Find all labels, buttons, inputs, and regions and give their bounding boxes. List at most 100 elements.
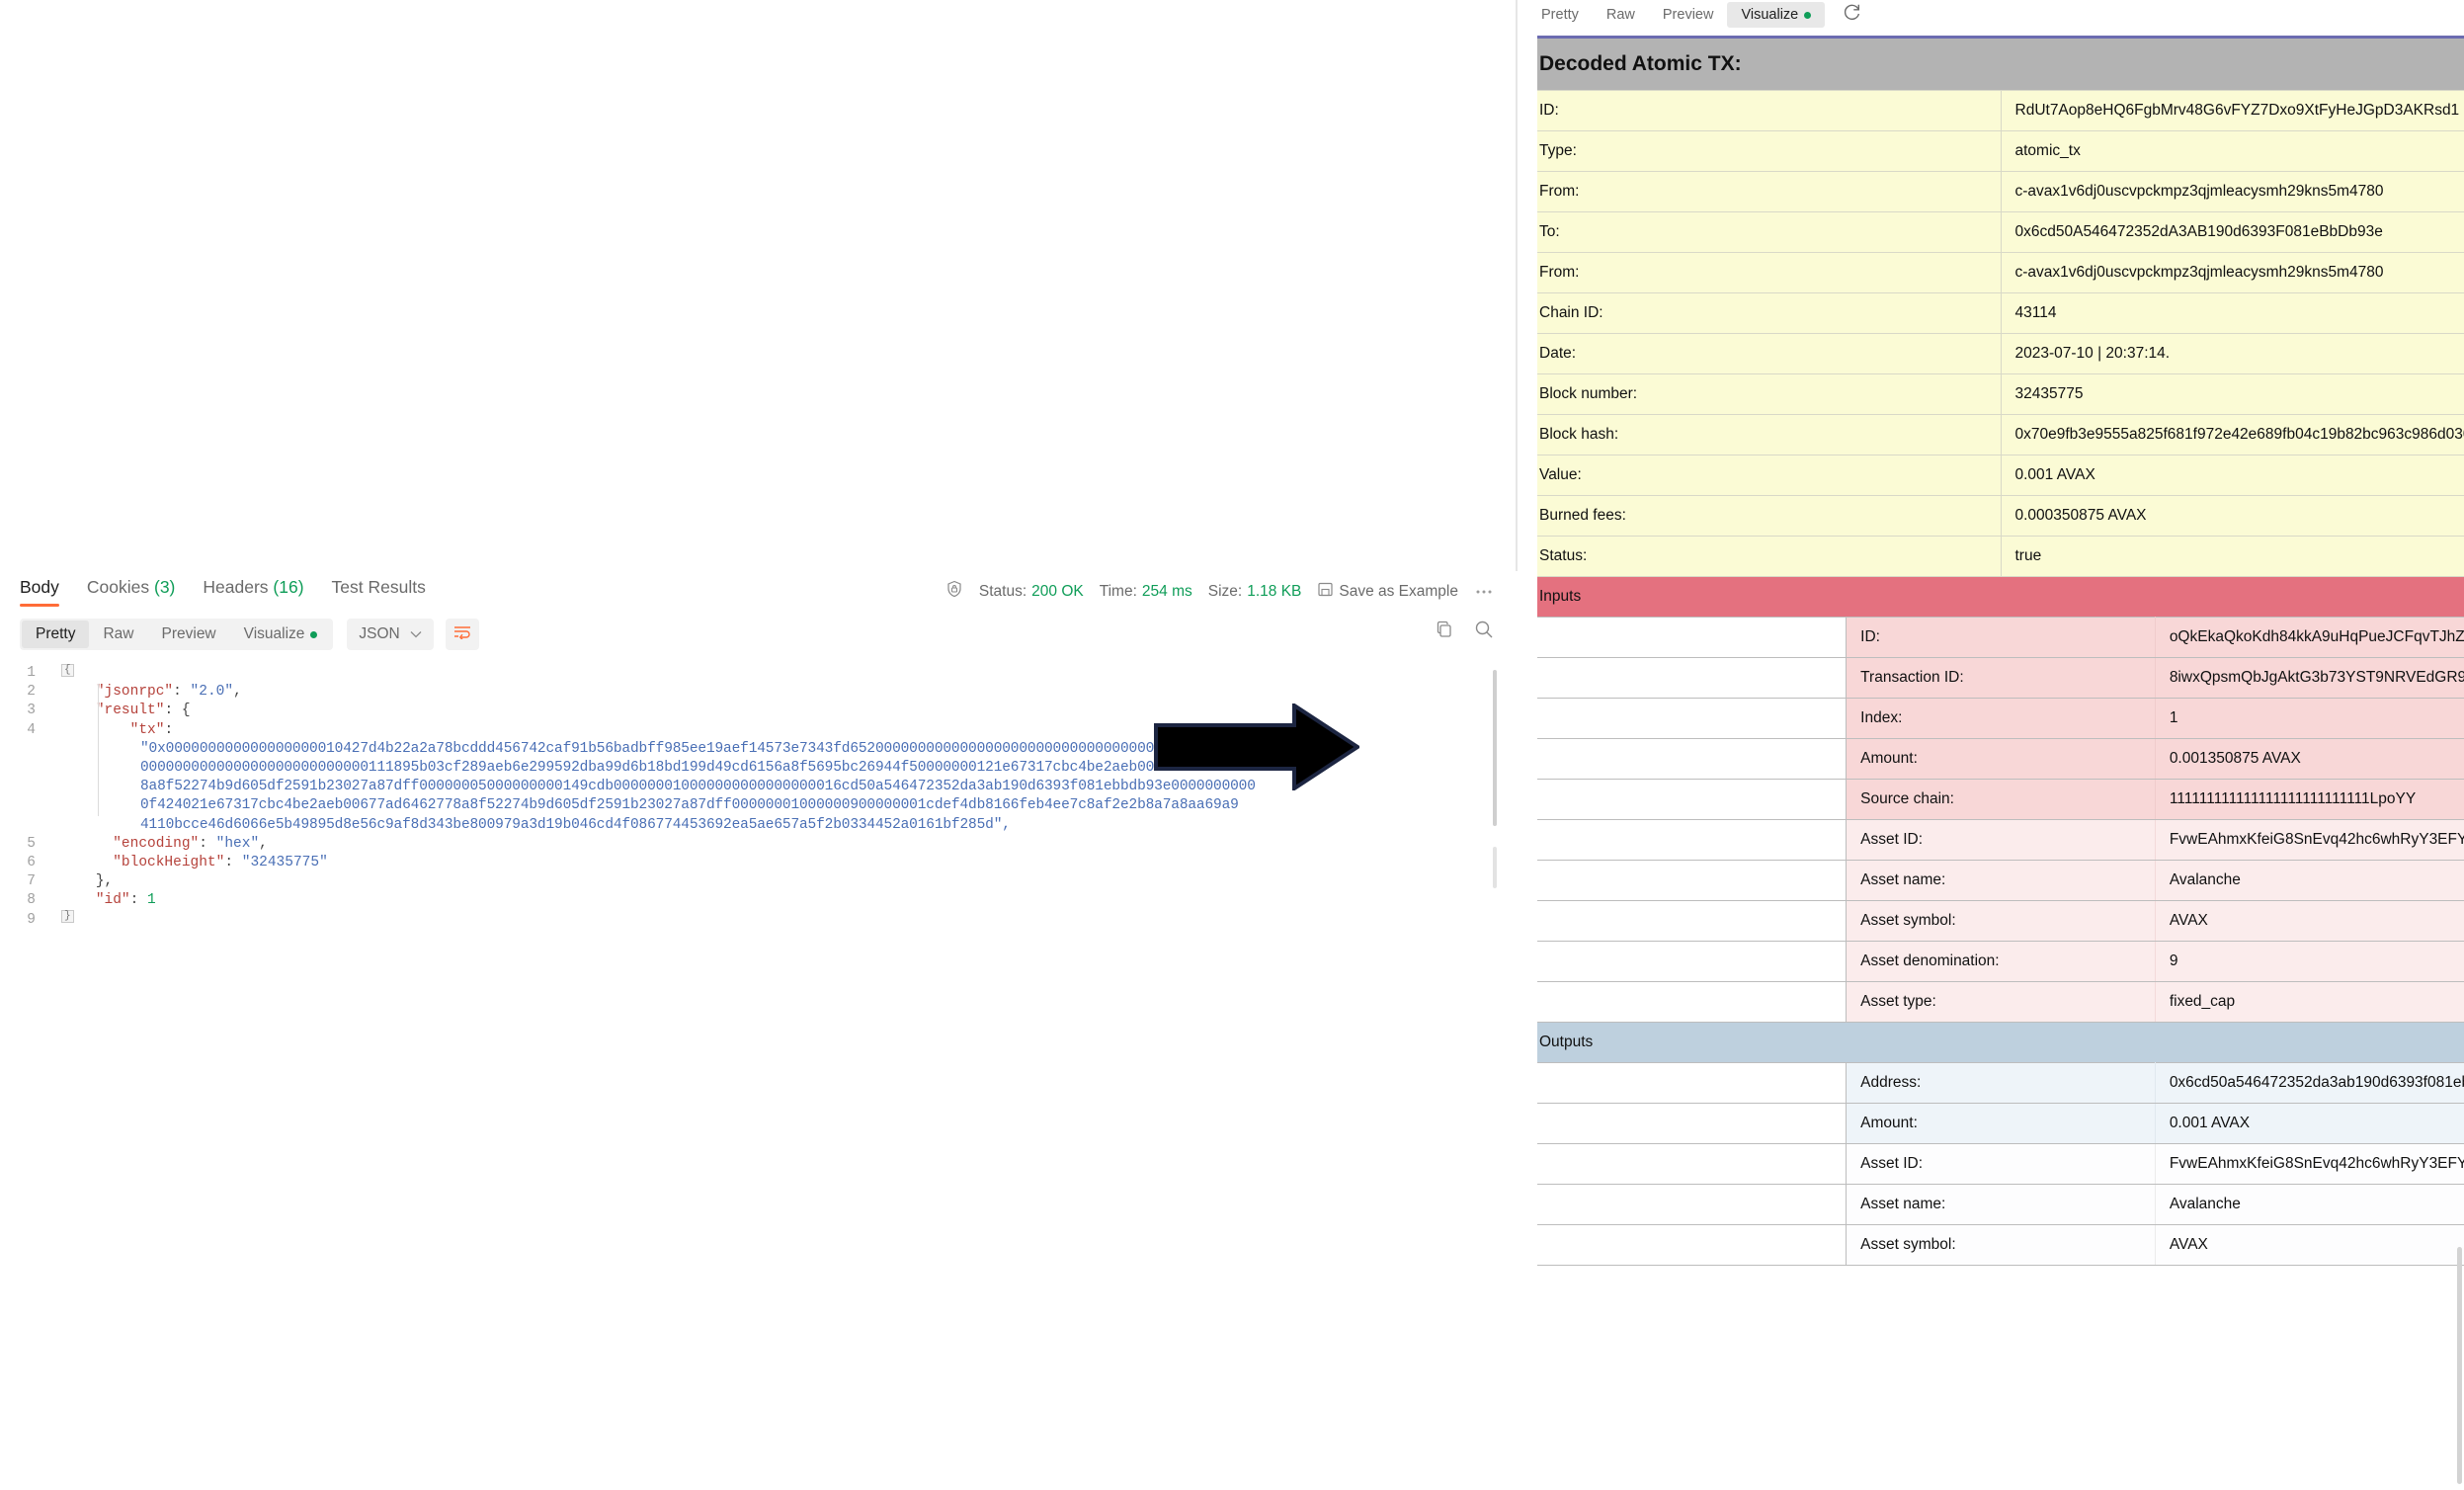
table-row: Chain ID: 43114 <box>1537 292 2464 334</box>
output-value-asset-symbol: AVAX <box>2155 1224 2464 1266</box>
status-group: Status: 200 OK <box>979 583 1084 601</box>
viewmode-visualize[interactable]: Visualize <box>230 621 332 648</box>
tab-cookies[interactable]: Cookies (3) <box>87 577 176 607</box>
tab-test-results-label: Test Results <box>331 577 426 597</box>
input-value-id: oQkEkaQkoKdh84kkA9uHqPueJCFqvTJhZKEEzUcq… <box>2155 617 2464 658</box>
input-value-asset-name: Avalanche <box>2155 860 2464 901</box>
input-value-amount: 0.001350875 AVAX <box>2155 738 2464 780</box>
tab-test-results[interactable]: Test Results <box>332 577 426 607</box>
table-row: ID: RdUt7Aop8eHQ6FgbMrv48G6vFYZ7Dxo9XtFy… <box>1537 90 2464 131</box>
row-spacer <box>1537 1143 1848 1185</box>
json-value: { <box>181 703 191 719</box>
shield-lock-icon <box>945 580 963 603</box>
tx-hex-line: 0f424021e67317cbc4be2aeb00677ad6462778a8… <box>140 797 1239 814</box>
ellipsis-icon[interactable] <box>1474 583 1494 601</box>
wrap-lines-icon <box>453 625 471 644</box>
row-value-status: true <box>2001 536 2464 577</box>
response-tabs: Body Cookies (3) Headers (16) Test Resul… <box>0 571 1518 613</box>
status-label: Status: <box>978 582 1027 600</box>
inputs-section-title: Inputs <box>1537 577 2464 618</box>
tab-headers[interactable]: Headers (16) <box>203 577 303 607</box>
table-row: Asset ID: FvwEAhmxKfeiG8SnEvq42hc6whRyY3… <box>1537 1143 2464 1185</box>
line-number: 5 <box>27 835 36 852</box>
viz-tab-visualize[interactable]: Visualize <box>1727 2 1826 28</box>
save-as-example-button[interactable]: Save as Example <box>1317 581 1458 603</box>
format-select[interactable]: JSON <box>347 619 434 650</box>
tx-hex-line: "0x000000000000000000010427d4b22a2a78bcd… <box>140 740 1298 757</box>
tab-body[interactable]: Body <box>20 577 59 607</box>
row-value-burned-fees: 0.000350875 AVAX <box>2001 495 2464 537</box>
wrap-lines-button[interactable] <box>445 619 479 650</box>
outputs-table: Outputs Address: 0x6cd50a546472352da3ab1… <box>1537 1023 2464 1266</box>
json-brace: }, <box>95 873 114 890</box>
visualizer-iframe-content: Decoded Atomic TX: ID: RdUt7Aop8eHQ6FgbM… <box>1537 36 2464 1490</box>
input-value-asset-type: fixed_cap <box>2155 981 2464 1023</box>
input-label-index: Index: <box>1846 698 2156 739</box>
page-title: Decoded Atomic TX: <box>1537 36 2464 91</box>
json-sep: : <box>224 854 242 870</box>
viz-tab-raw-label: Raw <box>1605 7 1635 23</box>
row-value-chain-id: 43114 <box>2001 292 2464 334</box>
viz-tab-preview[interactable]: Preview <box>1649 2 1728 28</box>
table-row: To: 0x6cd50A546472352dA3AB190d6393F081eB… <box>1537 211 2464 253</box>
row-spacer <box>1537 1103 1848 1144</box>
json-key: "id" <box>95 892 130 909</box>
tab-cookies-label: Cookies <box>86 577 150 597</box>
output-label-asset-name: Asset name: <box>1846 1184 2156 1225</box>
response-status-bar: Status: 200 OK Time: 254 ms Size: 1.18 K… <box>945 580 1494 603</box>
code-wrap: 1 2 3 4 5 6 7 8 9 { "json <box>0 664 1498 930</box>
viewmode-visualize-label: Visualize <box>243 625 305 642</box>
row-spacer <box>1537 981 1848 1023</box>
time-group: Time: 254 ms <box>1100 583 1192 601</box>
row-spacer <box>1537 941 1848 982</box>
json-sep: : <box>164 721 174 738</box>
row-spacer <box>1537 1184 1848 1225</box>
table-row: From: c-avax1v6dj0uscvpckmpz3qjmleacysmh… <box>1537 252 2464 293</box>
viz-tab-raw[interactable]: Raw <box>1593 2 1649 28</box>
viewmode-preview[interactable]: Preview <box>148 621 230 648</box>
table-row: Address: 0x6cd50a546472352da3ab190d6393f… <box>1537 1062 2464 1104</box>
row-value-block-number: 32435775 <box>2001 373 2464 415</box>
visualizer-pane: Pretty Raw Preview Visualize D <box>1519 0 2464 1490</box>
table-row: Transaction ID: 8iwxQpsmQbJgAktG3b73YST9… <box>1537 657 2464 699</box>
right-arrow-icon <box>1154 702 1361 792</box>
viewmode-raw[interactable]: Raw <box>89 621 147 648</box>
table-row: Burned fees: 0.000350875 AVAX <box>1537 495 2464 537</box>
json-sep: : <box>173 684 191 701</box>
tab-headers-count: (16) <box>273 577 304 597</box>
row-spacer <box>1537 900 1848 942</box>
line-number: 7 <box>27 873 36 890</box>
visualizer-tabbar: Pretty Raw Preview Visualize <box>1519 0 2464 30</box>
search-icon[interactable] <box>1474 620 1494 644</box>
viewmode-segment: Pretty Raw Preview Visualize <box>20 619 334 650</box>
json-value: 1 <box>147 892 156 909</box>
table-row: Asset ID: FvwEAhmxKfeiG8SnEvq42hc6whRyY3… <box>1537 819 2464 861</box>
time-value: 254 ms <box>1141 582 1192 600</box>
input-value-index: 1 <box>2155 698 2464 739</box>
size-value: 1.18 KB <box>1247 582 1302 600</box>
refresh-button[interactable] <box>1843 3 1861 27</box>
outputs-section-title: Outputs <box>1537 1023 2464 1063</box>
fold-brace-open[interactable]: { <box>61 664 74 677</box>
row-value-from: c-avax1v6dj0uscvpckmpz3qjmleacysmh29kns5… <box>2001 171 2464 212</box>
input-label-id: ID: <box>1846 617 2156 658</box>
json-tail: , <box>233 684 242 701</box>
visualize-active-dot-icon <box>310 630 318 638</box>
output-label-asset-symbol: Asset symbol: <box>1846 1224 2156 1266</box>
fold-brace-close[interactable]: } <box>61 910 74 924</box>
time-label: Time: <box>1099 582 1137 600</box>
line-number: 1 <box>27 665 36 681</box>
json-code-viewer[interactable]: 1 2 3 4 5 6 7 8 9 { "json <box>0 664 1518 990</box>
input-value-transaction-id: 8iwxQpsmQbJgAktG3b73YST9NRVEdGR9rNBVPw4C… <box>2155 657 2464 699</box>
code-line-7: }, <box>61 872 1498 891</box>
row-value-value: 0.001 AVAX <box>2001 455 2464 496</box>
copy-icon[interactable] <box>1435 620 1454 644</box>
output-label-amount: Amount: <box>1846 1103 2156 1144</box>
viz-tab-pretty[interactable]: Pretty <box>1527 2 1593 28</box>
viewmode-pretty[interactable]: Pretty <box>22 621 90 648</box>
code-line-5: "encoding": "hex", <box>61 835 1498 854</box>
visualizer-scrollbar[interactable] <box>2457 1247 2462 1484</box>
code-scrollbar[interactable] <box>1493 670 1497 826</box>
code-scrollbar-secondary[interactable] <box>1493 847 1497 888</box>
output-value-amount: 0.001 AVAX <box>2155 1103 2464 1144</box>
